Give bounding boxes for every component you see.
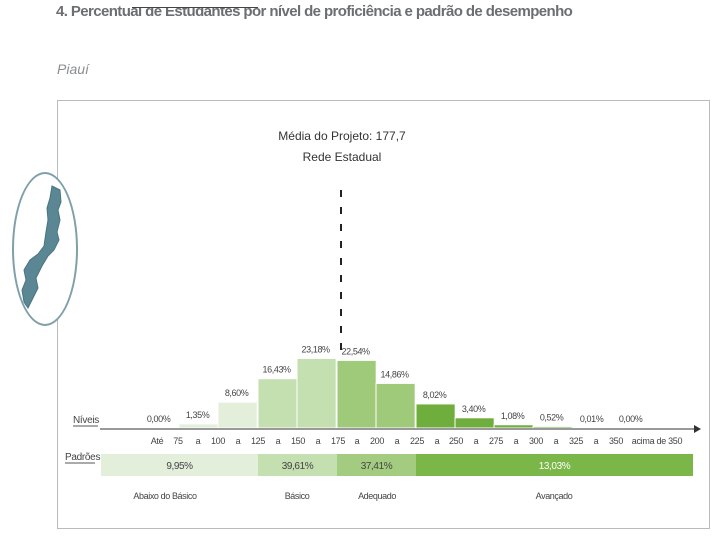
histogram-bar <box>415 403 456 429</box>
histogram-bar <box>493 424 534 429</box>
histogram-bar <box>178 423 219 429</box>
standard-name-label: Adequado <box>358 491 396 501</box>
bar-value-label: 1,35% <box>186 410 210 420</box>
bar-value-label: 8,60% <box>225 388 249 398</box>
x-tick-label: 325 <box>569 436 583 446</box>
state-name: Piauí <box>57 61 89 77</box>
x-axis-arrow <box>694 425 701 433</box>
x-tick-label: a <box>276 436 281 446</box>
x-tick-label: acima de 350 <box>632 436 683 446</box>
x-tick-label: a <box>554 436 559 446</box>
bar-value-label: 0,01% <box>580 414 604 424</box>
x-tick-label: 75 <box>173 436 183 446</box>
bar-value-label: 0,00% <box>619 414 643 424</box>
standard-band-segment <box>337 454 416 476</box>
x-tick-label: a <box>355 436 360 446</box>
histogram-bar <box>296 357 337 429</box>
x-tick-label: a <box>594 436 599 446</box>
x-tick-label: 225 <box>410 436 424 446</box>
x-tick-label: 125 <box>251 436 265 446</box>
mean-annotation-text: Rede Estadual <box>303 150 382 164</box>
histogram-bar <box>454 417 495 429</box>
x-tick-label: 350 <box>609 436 623 446</box>
bar-value-label: 14,86% <box>381 369 410 379</box>
standard-percent-label: 13,03% <box>539 461 571 472</box>
bar-value-label: 23,18% <box>302 344 331 354</box>
x-tick-label: Até <box>151 436 164 446</box>
x-tick-label: a <box>514 436 519 446</box>
standard-percent-label: 39,61% <box>282 461 314 472</box>
x-tick-label: 275 <box>489 436 503 446</box>
standard-band-segment <box>101 454 258 476</box>
state-map-badge <box>12 172 78 326</box>
x-tick-label: 150 <box>291 436 305 446</box>
bar-value-label: 8,02% <box>423 390 447 400</box>
x-tick-label: a <box>236 436 241 446</box>
x-tick-label: a <box>196 436 201 446</box>
bar-value-label: 0,00% <box>147 414 171 424</box>
mean-annotation-text: Média do Projeto: 177,7 <box>278 129 406 143</box>
standard-name-label: Avançado <box>536 491 573 501</box>
standard-percent-label: 9,95% <box>166 461 193 472</box>
histogram-bar <box>257 378 298 429</box>
x-tick-label: 300 <box>529 436 543 446</box>
x-tick-label: a <box>395 436 400 446</box>
niveis-label: Níveis <box>73 415 99 426</box>
x-tick-label: a <box>435 436 440 446</box>
standard-name-label: Abaixo do Básico <box>133 491 197 501</box>
title-overlay-bar <box>132 0 258 8</box>
x-tick-label: 100 <box>211 436 225 446</box>
histogram-bar <box>336 359 377 429</box>
standard-band-segment <box>416 454 693 476</box>
bar-value-label: 1,08% <box>501 411 525 421</box>
x-tick-label: a <box>316 436 321 446</box>
histogram-bar <box>217 401 258 429</box>
x-tick-label: a <box>474 436 479 446</box>
standard-percent-label: 37,41% <box>361 461 393 472</box>
piaui-map-icon <box>21 185 62 309</box>
x-tick-label: 200 <box>370 436 384 446</box>
histogram-bar <box>532 425 573 429</box>
standard-name-label: Básico <box>285 491 310 501</box>
standard-band-segment <box>258 454 337 476</box>
x-tick-label: 175 <box>331 436 345 446</box>
bar-value-label: 3,40% <box>462 404 486 414</box>
padroes-label: Padrões <box>65 452 100 463</box>
bar-value-label: 16,43% <box>263 365 292 375</box>
histogram-bar <box>375 382 416 429</box>
bar-value-label: 0,52% <box>540 412 564 422</box>
x-tick-label: 250 <box>449 436 463 446</box>
bar-value-label: 22,54% <box>342 346 371 356</box>
